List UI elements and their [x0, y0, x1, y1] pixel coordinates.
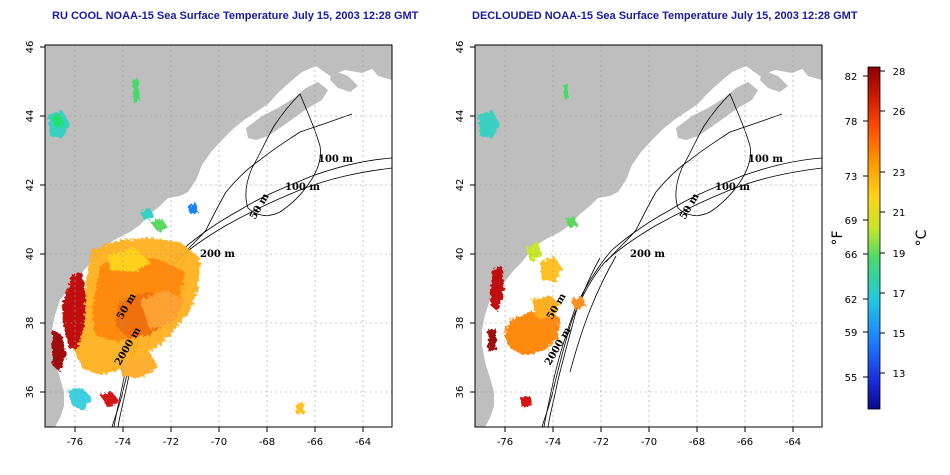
depth-contours: [541, 93, 822, 427]
lon-tick-label: -68: [259, 437, 275, 448]
lon-tick-label: -74: [115, 437, 131, 448]
contour-label-100m-b: 100 m: [715, 182, 750, 193]
lat-axis: 46 44 42 40 38 36: [455, 41, 475, 399]
celsius-tick: 13: [893, 369, 906, 380]
fahrenheit-tick: 69: [845, 216, 858, 227]
lon-tick-label: -72: [163, 437, 179, 448]
lat-tick-label: 36: [455, 386, 466, 399]
grid-lines: [45, 45, 392, 427]
fahrenheit-unit-label: °F: [830, 230, 846, 245]
fahrenheit-tick: 73: [845, 172, 858, 183]
fahrenheit-tick: 78: [845, 117, 858, 128]
lat-tick-label: 36: [25, 386, 36, 399]
lat-tick-label: 42: [25, 179, 36, 192]
fahrenheit-tick: 62: [845, 295, 858, 306]
fahrenheit-tick: 59: [845, 328, 858, 339]
fahrenheit-tick: 66: [845, 250, 858, 261]
sst-pixels-right: [478, 84, 586, 408]
celsius-scale: 28 26 23 21 19 17 15 13: [880, 67, 905, 380]
lon-tick-label: -70: [211, 437, 227, 448]
lon-tick-label: -70: [641, 437, 657, 448]
celsius-unit-label: °C: [914, 229, 930, 246]
land-mass: [475, 45, 822, 427]
lat-tick-label: 40: [25, 248, 36, 261]
fahrenheit-tick: 82: [845, 72, 858, 83]
left-map-panel: 100 m 100 m 50 m 200 m 50 m 2000 m -76 -…: [25, 41, 393, 448]
colorbar-ramp: [867, 66, 881, 410]
lon-tick-label: -66: [307, 437, 323, 448]
fahrenheit-scale: 82 78 73 69 66 62 59 55: [845, 72, 868, 384]
lat-tick-label: 46: [25, 41, 36, 54]
lat-tick-label: 38: [455, 317, 466, 330]
land-mass: [45, 45, 392, 427]
right-map-title: DECLOUDED NOAA-15 Sea Surface Temperatur…: [472, 10, 858, 22]
fahrenheit-tick: 55: [845, 373, 858, 384]
lon-tick-label: -64: [785, 437, 801, 448]
contour-label-100m-a: 100 m: [318, 154, 353, 165]
right-map-panel: 100 m 100 m 50 m 200 m 50 m 2000 m -76 -…: [455, 41, 823, 448]
celsius-tick: 21: [893, 208, 906, 219]
lon-tick-label: -74: [545, 437, 561, 448]
celsius-tick: 23: [893, 168, 906, 179]
grid-lines: [475, 45, 822, 427]
lon-tick-label: -76: [67, 437, 83, 448]
lon-tick-label: -68: [689, 437, 705, 448]
lon-tick-label: -72: [593, 437, 609, 448]
lon-axis: -76 -74 -72 -70 -68 -66 -64: [497, 427, 801, 448]
lon-tick-label: -66: [737, 437, 753, 448]
lon-tick-label: -64: [355, 437, 371, 448]
celsius-tick: 26: [893, 107, 906, 118]
left-map-title: RU COOL NOAA-15 Sea Surface Temperature …: [52, 10, 419, 22]
celsius-tick: 17: [893, 289, 906, 300]
sst-pixels-left: [48, 78, 304, 414]
lat-axis: 46 44 42 40 38 36: [25, 41, 45, 399]
lat-tick-label: 44: [455, 110, 466, 123]
lat-tick-label: 42: [455, 179, 466, 192]
lon-tick-label: -76: [497, 437, 513, 448]
lat-tick-label: 46: [455, 41, 466, 54]
temperature-colorbar: 82 78 73 69 66 62 59 55 28 26 23 21 19 1…: [830, 66, 930, 410]
lat-tick-label: 44: [25, 110, 36, 123]
lat-tick-label: 38: [25, 317, 36, 330]
celsius-tick: 28: [893, 67, 906, 78]
contour-label-200m: 200 m: [200, 249, 235, 260]
contour-label-100m-a: 100 m: [748, 154, 783, 165]
celsius-tick: 15: [893, 329, 906, 340]
contour-label-200m: 200 m: [630, 249, 665, 260]
lat-tick-label: 40: [455, 248, 466, 261]
contour-label-100m-b: 100 m: [285, 182, 320, 193]
lon-axis: -76 -74 -72 -70 -68 -66 -64: [67, 427, 371, 448]
celsius-tick: 19: [893, 249, 906, 260]
